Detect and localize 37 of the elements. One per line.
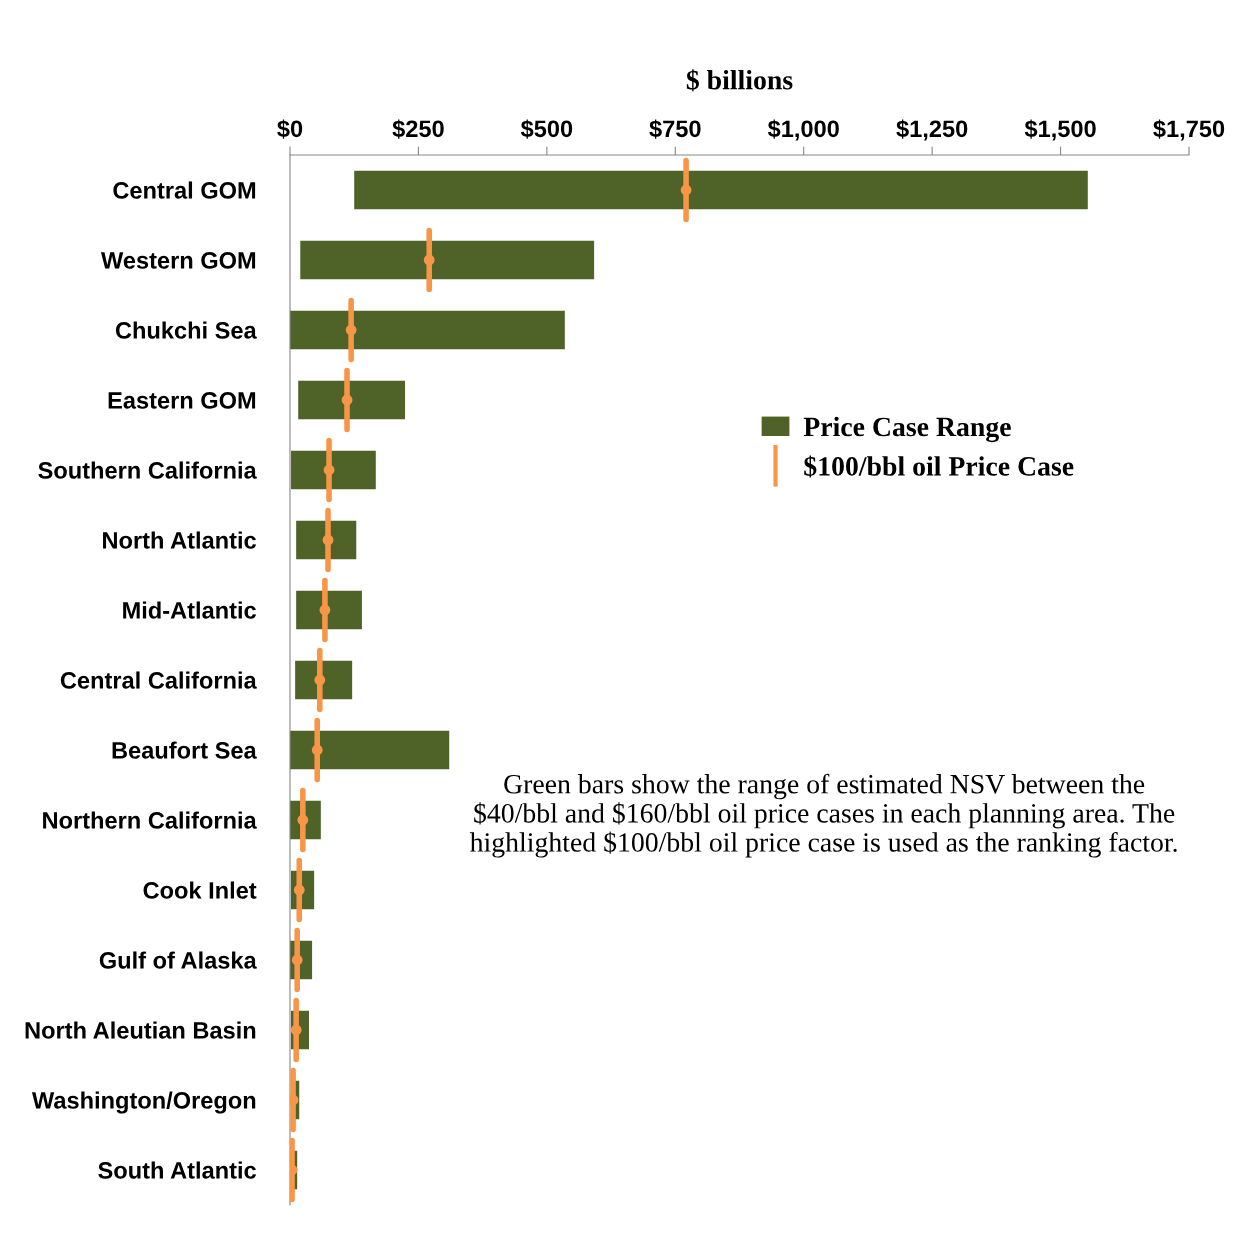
point (341, 394, 353, 406)
point (311, 744, 323, 756)
y-tick-label: Central GOM (113, 181, 256, 199)
point (323, 464, 335, 476)
y-tick-label: Eastern GOM (108, 392, 256, 409)
x-tick-label: $250 (392, 119, 444, 139)
x-tick-label: $1,000 (767, 119, 839, 141)
y-tick-label: Southern California (38, 461, 257, 479)
y-tick-label: Chukchi Sea (115, 321, 257, 339)
y-tick-label: North Aleutian Basin (25, 1021, 256, 1039)
legend-label: Price Case Range (803, 416, 1011, 443)
point (423, 254, 435, 266)
y-tick-label: Mid-Atlantic (123, 601, 256, 619)
y-tick-label: Gulf of Alaska (99, 951, 257, 969)
x-tick-label: $750 (649, 119, 701, 139)
point (680, 184, 692, 196)
x-tick-label: $1,750 (1153, 119, 1225, 141)
legend-label: $100/bbl oil Price Case (804, 455, 1074, 478)
x-tick-label: $0 (277, 119, 303, 139)
point (290, 1094, 299, 1106)
annotation: Green bars show the range of estimated NSV between the $40/bbl and $160/bbl oil price cases in each planning area. The highlighted $100/bbl oil price case is used as the ranking factor. (469, 773, 1177, 858)
y-tick-label: Cook Inlet (143, 881, 257, 899)
x-tick-label: $1,500 (1024, 119, 1096, 141)
point (314, 674, 326, 686)
y-tick-label: Washington/Oregon (31, 1091, 256, 1114)
x-tick-label: $500 (520, 119, 573, 139)
x-axis-title: $ billions (686, 69, 793, 92)
point (319, 604, 331, 616)
point (345, 324, 357, 336)
y-tick-label: Western GOM (101, 252, 256, 269)
y-tick-label: South Atlantic (98, 1161, 256, 1179)
y-tick-label: North Atlantic (103, 531, 256, 549)
y-tick-label: Northern California (43, 811, 257, 829)
x-tick-label: $1,250 (896, 119, 968, 141)
y-tick-label: Beaufort Sea (112, 741, 257, 759)
point (322, 534, 334, 546)
y-tick-label: Central California (60, 671, 257, 689)
